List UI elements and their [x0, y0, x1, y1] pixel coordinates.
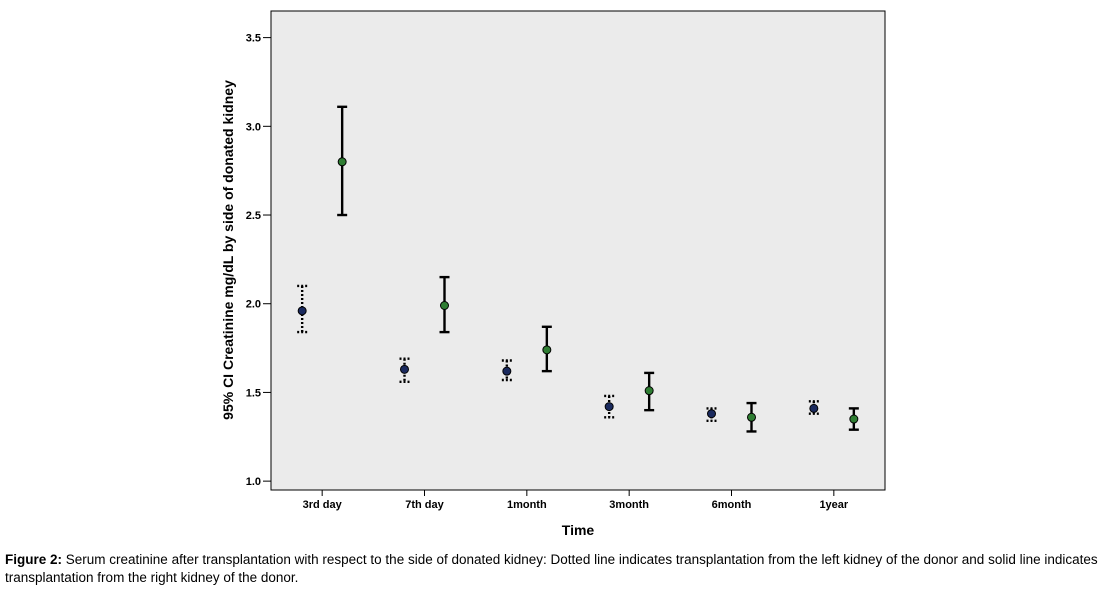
error-bar	[746, 401, 757, 433]
mean-marker	[297, 306, 307, 316]
mean-marker	[502, 366, 512, 376]
y-tick-label: 2.5	[246, 210, 261, 222]
error-bar	[439, 275, 450, 334]
mean-marker	[849, 414, 859, 424]
x-tick-label: 1month	[507, 499, 547, 511]
error-bar	[848, 407, 859, 431]
error-bar	[706, 407, 717, 423]
mean-marker	[400, 364, 409, 374]
error-bar	[337, 105, 348, 217]
error-bar	[541, 325, 552, 373]
error-bar	[808, 400, 819, 415]
x-tick-label: 3month	[609, 499, 649, 511]
plot-area	[270, 10, 886, 491]
y-axis-title: 95% CI Creatinine mg/dL by side of donat…	[220, 80, 236, 420]
y-axis: 1.0 1.5 2.0 2.5 3.0 3.5	[246, 33, 271, 488]
x-tick-label: 1year	[819, 499, 848, 511]
y-tick-label: 1.0	[246, 476, 261, 488]
x-axis-title: Time	[562, 522, 595, 538]
y-tick-label: 3.0	[246, 121, 261, 133]
error-bar	[644, 371, 655, 412]
error-bars	[297, 105, 859, 433]
x-tick-label: 3rd day	[303, 499, 343, 511]
x-tick-label: 6month	[712, 499, 752, 511]
x-tick-label: 7th day	[405, 499, 444, 511]
chart: 1.01.52.02.53.03.5 3rd day 7th day 1month 3…	[220, 10, 886, 538]
caption-text: Serum creatinine after transplantation w…	[5, 552, 1098, 585]
error-bar	[399, 357, 410, 383]
error-bar	[501, 359, 512, 382]
mean-marker	[440, 300, 449, 310]
mean-marker	[809, 403, 819, 413]
caption-label: Figure 2:	[5, 552, 63, 567]
x-axis: 3rd day 7th day 1month 3month 6month 1year	[303, 490, 849, 511]
mean-marker	[542, 345, 552, 355]
y-tick-label: 1.5	[246, 387, 261, 399]
mean-marker	[644, 386, 654, 396]
mean-marker	[707, 409, 716, 419]
error-bar	[297, 284, 308, 334]
mean-marker	[337, 157, 347, 167]
mean-marker	[604, 402, 614, 412]
y-tick-label: 3.5	[246, 33, 261, 45]
mean-marker	[747, 412, 756, 422]
figure-caption: Figure 2: Serum creatinine after transpl…	[5, 551, 1105, 587]
error-bar	[604, 394, 615, 419]
y-tick-label: 2.0	[246, 299, 261, 311]
